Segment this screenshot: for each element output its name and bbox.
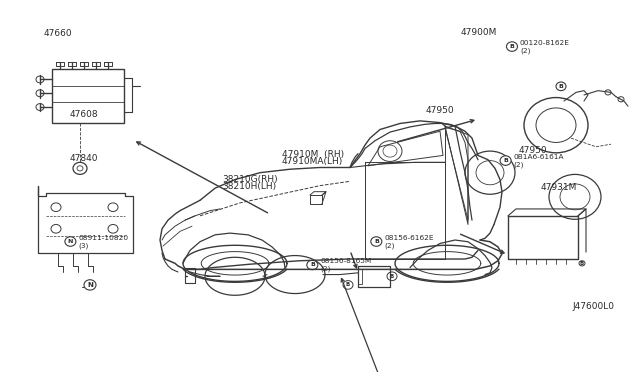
Text: B: B [559,84,563,89]
Text: N: N [87,282,93,288]
Text: 47608: 47608 [69,109,98,119]
Circle shape [307,260,318,270]
Text: 47950: 47950 [518,147,547,155]
Text: 47840: 47840 [69,154,98,163]
Text: 38210H(LH): 38210H(LH) [223,182,277,192]
Circle shape [371,237,382,246]
Text: 08156-6162E
(2): 08156-6162E (2) [384,234,434,248]
Text: 0B1A6-6161A
(2): 0B1A6-6161A (2) [514,154,564,168]
Text: 00120-8162E
(2): 00120-8162E (2) [520,39,570,54]
Circle shape [506,42,518,51]
Text: 08911-10820
(3): 08911-10820 (3) [79,234,129,248]
Text: B: B [310,263,315,267]
Text: N: N [68,239,73,244]
Text: 47900M: 47900M [461,28,497,36]
Text: B: B [503,158,508,163]
Text: 47660: 47660 [44,29,72,38]
Text: 47950: 47950 [426,106,454,115]
Text: B: B [346,282,350,288]
Circle shape [65,237,76,246]
Text: 08156-8165M
(2): 08156-8165M (2) [321,258,372,272]
Circle shape [500,156,511,165]
Text: 38210G(RH): 38210G(RH) [223,175,278,185]
Text: 47910M  (RH): 47910M (RH) [282,150,344,159]
Text: B: B [580,261,584,266]
Text: J47600L0: J47600L0 [572,302,614,311]
Bar [52,69,124,123]
Text: B: B [509,44,515,49]
Text: B: B [374,239,379,244]
Text: 47931M: 47931M [541,183,577,192]
Text: 47910MA(LH): 47910MA(LH) [282,157,343,166]
Text: B: B [390,274,394,279]
